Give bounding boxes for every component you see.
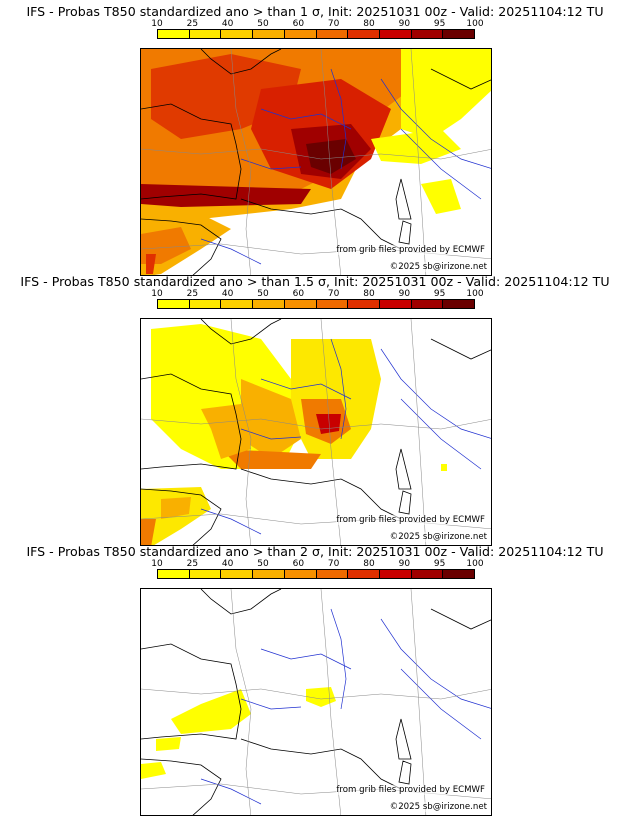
map-graphic bbox=[141, 49, 491, 275]
copyright-credit: ©2025 sb@irizone.net bbox=[389, 532, 487, 542]
color-scale-segment bbox=[158, 570, 190, 578]
color-scale-segment bbox=[443, 570, 475, 578]
color-scale-tick-label: 60 bbox=[292, 289, 305, 299]
color-scale-tick-label: 95 bbox=[433, 559, 446, 569]
color-scale-tick-label: 70 bbox=[327, 19, 340, 29]
color-scale-segment bbox=[316, 30, 349, 38]
map-graphic bbox=[141, 589, 491, 815]
color-scale-segment bbox=[253, 300, 285, 308]
color-scale-tick-label: 80 bbox=[363, 289, 375, 299]
color-scale-segment bbox=[348, 300, 380, 308]
color-scale-segment bbox=[158, 300, 190, 308]
copyright-credit: ©2025 sb@irizone.net bbox=[389, 802, 487, 812]
color-scale-tick-label: 10 bbox=[151, 559, 163, 569]
map-graphic bbox=[141, 319, 491, 545]
color-scale-tick-label: 40 bbox=[221, 289, 234, 299]
color-scale-tick-label: 70 bbox=[327, 559, 340, 569]
color-scale-tick-label: 100 bbox=[466, 289, 484, 299]
color-scale-segment bbox=[411, 30, 444, 38]
color-scale-segment bbox=[253, 30, 285, 38]
color-scale-segment bbox=[284, 570, 317, 578]
probability-map: from grib files provided by ECMWF ©2025 … bbox=[140, 48, 492, 276]
color-scale-tick-label: 40 bbox=[221, 19, 234, 29]
coastlines bbox=[141, 49, 491, 275]
panel-title: IFS - Probas T850 standardized ano > tha… bbox=[20, 274, 610, 289]
color-scale-segment bbox=[189, 30, 222, 38]
color-scale-segment bbox=[443, 30, 475, 38]
color-scale: 10 25 40 50 60 70 80 90 95 100 bbox=[151, 559, 484, 581]
color-scale-ticks: 10 25 40 50 60 70 80 90 95 100 bbox=[151, 559, 483, 569]
data-source-credit: from grib files provided by ECMWF bbox=[336, 785, 485, 795]
color-scale-ticks: 10 25 40 50 60 70 80 90 95 100 bbox=[151, 19, 483, 29]
rivers bbox=[200, 338, 491, 535]
color-scale-segment bbox=[443, 300, 475, 308]
color-scale-tick-label: 80 bbox=[363, 559, 375, 569]
color-scale-segment bbox=[316, 570, 349, 578]
color-scale-tick-label: 90 bbox=[398, 289, 411, 299]
probability-map: from grib files provided by ECMWF ©2025 … bbox=[140, 588, 492, 816]
color-scale-segment bbox=[379, 300, 412, 308]
color-scale-tick-label: 10 bbox=[151, 19, 163, 29]
panel-title: IFS - Probas T850 standardized ano > tha… bbox=[26, 544, 604, 559]
color-scale-segment bbox=[411, 300, 444, 308]
color-scale-ticks: 10 25 40 50 60 70 80 90 95 100 bbox=[151, 289, 483, 299]
color-scale-tick-label: 50 bbox=[257, 19, 269, 29]
color-scale-segment bbox=[189, 300, 222, 308]
color-scale-segment bbox=[379, 570, 412, 578]
color-scale-tick-label: 70 bbox=[327, 289, 340, 299]
data-source-credit: from grib files provided by ECMWF bbox=[336, 515, 485, 525]
color-scale-segment bbox=[316, 300, 349, 308]
probability-field bbox=[141, 687, 336, 779]
color-scale-tick-label: 50 bbox=[257, 289, 269, 299]
color-scale-tick-label: 90 bbox=[398, 559, 411, 569]
color-scale-bar bbox=[157, 29, 475, 39]
color-scale-tick-label: 10 bbox=[151, 289, 163, 299]
color-scale-segment bbox=[253, 570, 285, 578]
copyright-credit: ©2025 sb@irizone.net bbox=[389, 262, 487, 272]
color-scale-segment bbox=[348, 30, 380, 38]
coastlines bbox=[141, 319, 491, 545]
rivers bbox=[200, 68, 491, 265]
coastlines bbox=[141, 589, 491, 815]
color-scale-tick-label: 90 bbox=[398, 19, 411, 29]
color-scale-segment bbox=[379, 30, 412, 38]
panel-title: IFS - Probas T850 standardized ano > tha… bbox=[26, 4, 604, 19]
color-scale-segment bbox=[284, 30, 317, 38]
forecast-panel-1-5-sigma: IFS - Probas T850 standardized ano > tha… bbox=[0, 274, 630, 546]
color-scale-segment bbox=[221, 30, 254, 38]
color-scale-tick-label: 50 bbox=[257, 559, 269, 569]
color-scale-segment bbox=[348, 570, 380, 578]
color-scale-segment bbox=[158, 30, 190, 38]
color-scale-segment bbox=[411, 570, 444, 578]
color-scale-segment bbox=[284, 300, 317, 308]
color-scale-segment bbox=[221, 570, 254, 578]
color-scale-bar bbox=[157, 569, 475, 579]
color-scale-tick-label: 100 bbox=[466, 19, 484, 29]
data-source-credit: from grib files provided by ECMWF bbox=[336, 245, 485, 255]
color-scale-tick-label: 60 bbox=[292, 559, 305, 569]
rivers bbox=[200, 608, 491, 805]
probability-map: from grib files provided by ECMWF ©2025 … bbox=[140, 318, 492, 546]
forecast-panel-2-sigma: IFS - Probas T850 standardized ano > tha… bbox=[0, 544, 630, 816]
color-scale-segment bbox=[221, 300, 254, 308]
color-scale-tick-label: 40 bbox=[221, 559, 234, 569]
color-scale: 10 25 40 50 60 70 80 90 95 100 bbox=[151, 19, 484, 41]
color-scale-tick-label: 25 bbox=[186, 289, 199, 299]
probability-field bbox=[141, 324, 447, 545]
color-scale-tick-label: 25 bbox=[186, 559, 199, 569]
color-scale-tick-label: 95 bbox=[433, 19, 446, 29]
color-scale-tick-label: 60 bbox=[292, 19, 305, 29]
color-scale-segment bbox=[189, 570, 222, 578]
color-scale-tick-label: 100 bbox=[466, 559, 484, 569]
color-scale-tick-label: 80 bbox=[363, 19, 375, 29]
forecast-panel-1-sigma: IFS - Probas T850 standardized ano > tha… bbox=[0, 4, 630, 276]
color-scale-tick-label: 95 bbox=[433, 289, 446, 299]
color-scale-bar bbox=[157, 299, 475, 309]
color-scale-tick-label: 25 bbox=[186, 19, 199, 29]
color-scale: 10 25 40 50 60 70 80 90 95 100 bbox=[151, 289, 484, 311]
probability-field bbox=[141, 49, 491, 275]
